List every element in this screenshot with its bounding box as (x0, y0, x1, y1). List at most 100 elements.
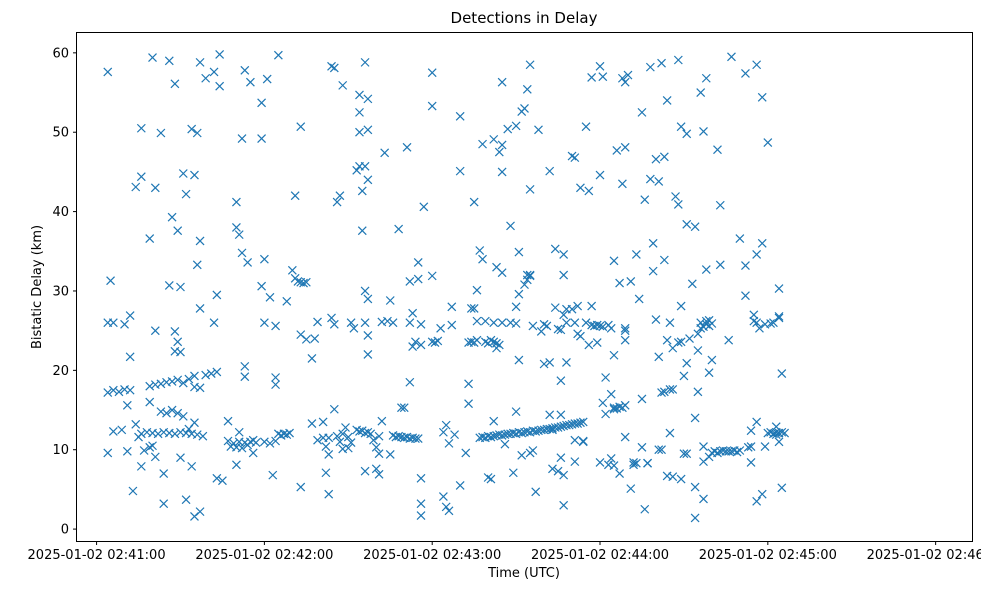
data-point (285, 428, 294, 438)
data-point (170, 327, 180, 336)
data-point (648, 266, 658, 276)
data-point (259, 437, 269, 447)
data-point (343, 443, 353, 453)
data-point (777, 369, 787, 378)
data-point (335, 437, 345, 447)
data-point (329, 63, 339, 73)
data-point (503, 124, 513, 134)
data-point (757, 489, 767, 499)
data-point (598, 398, 608, 408)
data-point (108, 318, 118, 328)
data-point (676, 474, 686, 484)
data-point (584, 186, 594, 196)
data-point (771, 430, 781, 440)
data-point (341, 423, 350, 432)
data-point (746, 457, 756, 467)
data-point (559, 470, 569, 480)
data-point (427, 271, 437, 281)
data-point (578, 417, 588, 427)
data-point (741, 291, 750, 301)
data-point (223, 436, 233, 446)
data-point (159, 469, 169, 478)
data-point (651, 315, 661, 324)
data-point (570, 457, 580, 467)
data-point (480, 337, 490, 347)
data-point (212, 367, 222, 377)
data-point (237, 134, 247, 143)
data-point (752, 60, 762, 70)
data-point (573, 419, 583, 428)
data-point (567, 304, 577, 314)
data-point (671, 192, 680, 201)
data-point (693, 329, 703, 339)
data-point (763, 138, 773, 147)
x-tick-label: 2025-01-02 02:41:00 (28, 548, 166, 563)
data-point (430, 338, 440, 347)
data-point (245, 77, 255, 87)
data-point (125, 385, 135, 395)
data-point (741, 261, 750, 270)
data-point (687, 279, 697, 289)
data-point (385, 296, 395, 305)
data-point (514, 355, 524, 365)
data-point (606, 454, 616, 463)
data-point (416, 319, 426, 329)
data-point (556, 422, 566, 432)
data-point (570, 435, 580, 445)
data-point (318, 417, 328, 427)
data-point (746, 426, 756, 436)
data-point (673, 338, 683, 347)
data-point (173, 408, 183, 418)
data-point (159, 499, 169, 509)
data-point (209, 67, 219, 77)
data-point (251, 438, 261, 447)
data-point (707, 355, 717, 365)
data-point (631, 250, 641, 259)
data-point (164, 56, 174, 66)
data-point (545, 424, 555, 434)
data-point (752, 496, 762, 506)
y-tick-label: 20 (52, 364, 69, 379)
data-point (441, 502, 451, 512)
data-point (145, 442, 155, 452)
y-tick-label: 10 (52, 443, 69, 458)
data-point (173, 375, 183, 385)
data-point (363, 94, 373, 104)
data-point (489, 416, 499, 426)
data-point (156, 407, 166, 417)
data-point (553, 324, 563, 334)
data-point (173, 337, 183, 347)
data-point (282, 296, 292, 306)
data-point (556, 410, 566, 420)
data-point (338, 80, 348, 90)
data-point (550, 303, 560, 313)
data-point (701, 73, 711, 83)
data-point (693, 346, 703, 355)
data-point (287, 265, 297, 275)
x-tick-label: 2025-01-02 02:42:00 (195, 548, 333, 563)
data-point (550, 244, 560, 254)
data-point (187, 461, 197, 471)
data-point (394, 224, 404, 234)
data-point (313, 435, 322, 445)
data-point (363, 330, 373, 340)
data-point (617, 73, 627, 83)
data-point (156, 379, 166, 389)
data-point (416, 511, 426, 521)
data-point (466, 337, 476, 347)
data-point (190, 371, 199, 381)
data-point (321, 468, 331, 478)
data-point (410, 434, 420, 444)
data-point (416, 340, 426, 350)
data-point (534, 125, 543, 135)
data-point (296, 482, 306, 492)
data-point (145, 381, 155, 391)
data-point (634, 294, 644, 304)
data-point (162, 408, 171, 418)
data-point (388, 318, 398, 328)
data-point (360, 161, 370, 171)
data-point (567, 151, 577, 161)
data-point (606, 323, 616, 333)
data-point (257, 98, 267, 108)
data-point (355, 427, 364, 436)
